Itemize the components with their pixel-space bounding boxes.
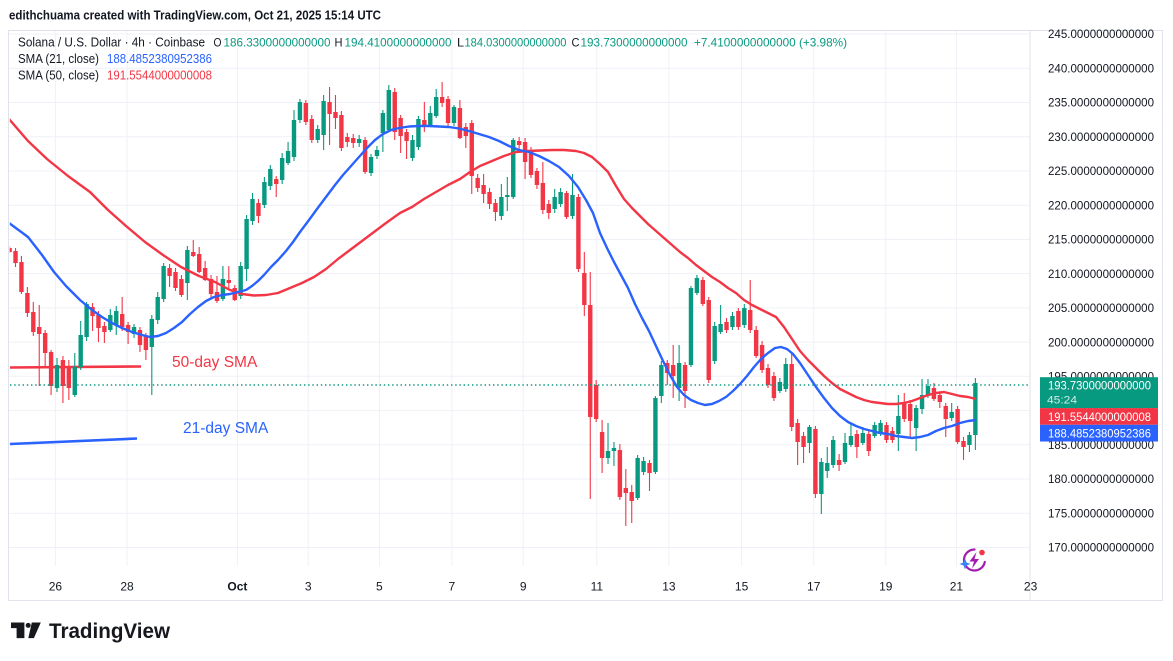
svg-text:Oct: Oct: [227, 580, 247, 594]
svg-text:+7.4100000000000 (+3.98%): +7.4100000000000 (+3.98%): [694, 35, 847, 49]
svg-text:194.4100000000000: 194.4100000000000: [345, 35, 452, 49]
svg-text:21-day SMA: 21-day SMA: [183, 420, 269, 437]
svg-text:21: 21: [950, 580, 964, 594]
svg-text:7: 7: [449, 580, 456, 594]
svg-text:220.0000000000000: 220.0000000000000: [1048, 198, 1154, 212]
svg-text:13: 13: [662, 580, 676, 594]
svg-text:TradingView: TradingView: [49, 619, 170, 643]
svg-text:edithchuama created with Tradi: edithchuama created with TradingView.com…: [9, 8, 382, 23]
svg-text:23: 23: [1024, 580, 1038, 594]
svg-text:180.0000000000000: 180.0000000000000: [1048, 472, 1154, 486]
svg-text:50-day SMA: 50-day SMA: [172, 354, 258, 371]
svg-text:191.5544000000008: 191.5544000000008: [107, 68, 212, 82]
svg-text:193.7300000000000: 193.7300000000000: [581, 35, 688, 49]
svg-text:9: 9: [520, 580, 527, 594]
svg-text:184.0300000000000: 184.0300000000000: [465, 35, 567, 49]
svg-text:230.0000000000000: 230.0000000000000: [1048, 130, 1154, 144]
svg-text:200.0000000000000: 200.0000000000000: [1048, 335, 1154, 349]
svg-text:45:24: 45:24: [1047, 395, 1077, 407]
svg-text:240.0000000000000: 240.0000000000000: [1048, 62, 1154, 76]
svg-text:215.0000000000000: 215.0000000000000: [1048, 233, 1154, 247]
svg-text:O: O: [214, 35, 222, 49]
svg-text:5: 5: [376, 580, 383, 594]
svg-text:193.7300000000000: 193.7300000000000: [1048, 379, 1151, 393]
svg-text:225.0000000000000: 225.0000000000000: [1048, 164, 1154, 178]
svg-text:SMA (50, close): SMA (50, close): [18, 68, 99, 82]
svg-text:26: 26: [49, 580, 63, 594]
svg-text:170.0000000000000: 170.0000000000000: [1048, 541, 1154, 555]
svg-text:C: C: [572, 35, 580, 49]
svg-text:205.0000000000000: 205.0000000000000: [1048, 301, 1154, 315]
svg-text:175.0000000000000: 175.0000000000000: [1048, 507, 1154, 521]
svg-text:3: 3: [305, 580, 312, 594]
svg-text:SMA (21, close): SMA (21, close): [18, 52, 99, 66]
svg-text:Solana / U.S. Dollar · 4h · Co: Solana / U.S. Dollar · 4h · Coinbase: [18, 34, 205, 49]
svg-text:17: 17: [807, 580, 821, 594]
svg-text:245.0000000000000: 245.0000000000000: [1048, 27, 1154, 41]
svg-text:11: 11: [591, 580, 604, 594]
svg-text:186.3300000000000: 186.3300000000000: [224, 35, 331, 49]
svg-text:H: H: [335, 35, 343, 49]
svg-text:19: 19: [879, 580, 893, 594]
svg-text:L: L: [457, 35, 464, 49]
svg-text:191.5544000000008: 191.5544000000008: [1048, 410, 1151, 424]
svg-text:235.0000000000000: 235.0000000000000: [1048, 96, 1154, 110]
svg-text:28: 28: [120, 580, 134, 594]
svg-text:15: 15: [735, 580, 749, 594]
svg-text:210.0000000000000: 210.0000000000000: [1048, 267, 1154, 281]
svg-text:188.4852380952386: 188.4852380952386: [107, 52, 212, 66]
svg-text:188.4852380952386: 188.4852380952386: [1048, 427, 1151, 441]
